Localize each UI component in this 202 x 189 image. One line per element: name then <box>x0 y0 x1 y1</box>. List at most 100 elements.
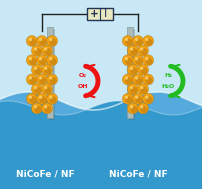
Circle shape <box>42 45 53 56</box>
Circle shape <box>49 77 57 84</box>
Circle shape <box>143 36 154 46</box>
Circle shape <box>39 76 42 80</box>
Circle shape <box>125 96 132 103</box>
Circle shape <box>49 38 53 41</box>
Text: NiCoFe / NF: NiCoFe / NF <box>109 170 167 178</box>
Circle shape <box>135 96 142 103</box>
Circle shape <box>140 86 143 89</box>
Circle shape <box>125 96 128 99</box>
Circle shape <box>145 77 153 84</box>
Circle shape <box>37 36 47 46</box>
Circle shape <box>133 55 143 66</box>
Circle shape <box>29 96 36 103</box>
Circle shape <box>39 39 46 46</box>
Circle shape <box>125 38 128 41</box>
Circle shape <box>130 105 133 108</box>
Bar <box>127 27 133 118</box>
Circle shape <box>125 77 132 84</box>
Text: +: + <box>90 9 99 19</box>
Circle shape <box>29 38 32 41</box>
Circle shape <box>39 77 46 84</box>
Circle shape <box>145 76 148 80</box>
Circle shape <box>37 74 47 85</box>
Circle shape <box>135 96 138 99</box>
Circle shape <box>29 77 36 84</box>
Polygon shape <box>0 101 202 189</box>
Circle shape <box>135 39 142 46</box>
Bar <box>47 27 53 118</box>
Circle shape <box>143 93 154 104</box>
Circle shape <box>130 106 137 113</box>
Circle shape <box>26 93 37 104</box>
Circle shape <box>127 103 138 114</box>
Circle shape <box>39 96 46 103</box>
Circle shape <box>125 76 128 80</box>
Bar <box>49 29 55 120</box>
Circle shape <box>42 64 53 75</box>
Circle shape <box>44 47 47 51</box>
Circle shape <box>127 84 138 95</box>
Circle shape <box>29 39 36 46</box>
Circle shape <box>138 64 149 75</box>
Circle shape <box>122 55 133 66</box>
Circle shape <box>44 105 47 108</box>
Circle shape <box>130 47 133 51</box>
Circle shape <box>49 96 53 99</box>
Text: I: I <box>104 9 107 19</box>
Circle shape <box>44 87 52 94</box>
Circle shape <box>42 84 53 95</box>
Circle shape <box>135 76 138 80</box>
Circle shape <box>47 93 58 104</box>
Circle shape <box>140 67 147 74</box>
Circle shape <box>37 93 47 104</box>
Circle shape <box>32 64 42 75</box>
Circle shape <box>133 36 143 46</box>
Circle shape <box>145 58 153 65</box>
Circle shape <box>34 67 37 70</box>
Circle shape <box>49 96 57 103</box>
Circle shape <box>140 67 143 70</box>
Circle shape <box>138 84 149 95</box>
Circle shape <box>39 38 42 41</box>
Circle shape <box>145 96 148 99</box>
Circle shape <box>42 103 53 114</box>
FancyBboxPatch shape <box>87 8 113 20</box>
Circle shape <box>125 58 132 65</box>
Circle shape <box>26 74 37 85</box>
Circle shape <box>122 74 133 85</box>
Circle shape <box>140 48 147 55</box>
Circle shape <box>140 87 147 94</box>
Circle shape <box>140 47 143 51</box>
Circle shape <box>39 96 42 99</box>
Circle shape <box>135 38 138 41</box>
Circle shape <box>130 67 137 74</box>
Circle shape <box>39 57 42 60</box>
Circle shape <box>135 77 142 84</box>
Circle shape <box>138 103 149 114</box>
Circle shape <box>143 55 154 66</box>
Text: H₂: H₂ <box>164 73 172 78</box>
Circle shape <box>26 36 37 46</box>
Circle shape <box>138 45 149 56</box>
Circle shape <box>145 96 153 103</box>
Circle shape <box>44 67 47 70</box>
Circle shape <box>34 48 41 55</box>
Circle shape <box>44 106 52 113</box>
Circle shape <box>29 96 32 99</box>
Circle shape <box>133 93 143 104</box>
Polygon shape <box>0 92 202 189</box>
Circle shape <box>44 48 52 55</box>
Circle shape <box>145 57 148 60</box>
Circle shape <box>143 74 154 85</box>
Circle shape <box>47 55 58 66</box>
Circle shape <box>32 84 42 95</box>
Circle shape <box>34 47 37 51</box>
Bar <box>0 109 202 189</box>
Bar <box>129 29 135 120</box>
Circle shape <box>122 36 133 46</box>
Circle shape <box>130 67 133 70</box>
Circle shape <box>133 74 143 85</box>
Circle shape <box>140 105 143 108</box>
Circle shape <box>39 58 46 65</box>
Circle shape <box>34 105 37 108</box>
